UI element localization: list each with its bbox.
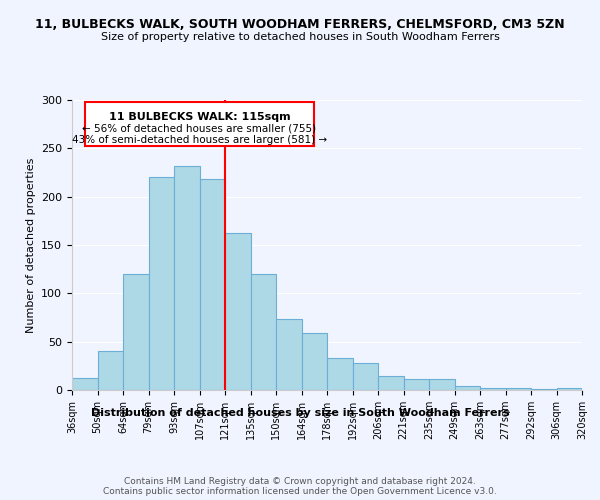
Text: Contains public sector information licensed under the Open Government Licence v3: Contains public sector information licen… (103, 488, 497, 496)
Bar (429, 380, 455, 390)
Text: Size of property relative to detached houses in South Woodham Ferrers: Size of property relative to detached ho… (101, 32, 499, 42)
Bar (455, 386, 480, 390)
Text: ← 56% of detached houses are smaller (755): ← 56% of detached houses are smaller (75… (82, 123, 317, 133)
Bar (251, 274, 276, 390)
Bar (174, 166, 199, 390)
Bar (378, 376, 404, 390)
Y-axis label: Number of detached properties: Number of detached properties (26, 158, 35, 332)
Bar (225, 234, 251, 390)
Bar (302, 333, 327, 390)
Text: 43% of semi-detached houses are larger (581) →: 43% of semi-detached houses are larger (… (72, 135, 327, 145)
Bar (480, 388, 505, 390)
Bar (123, 274, 149, 390)
Bar (505, 388, 531, 390)
Bar (276, 320, 302, 390)
Bar (353, 363, 378, 390)
Bar (97, 352, 123, 390)
Bar (199, 180, 225, 390)
Bar (72, 378, 97, 390)
Text: Contains HM Land Registry data © Crown copyright and database right 2024.: Contains HM Land Registry data © Crown c… (124, 478, 476, 486)
Bar (327, 358, 353, 390)
FancyBboxPatch shape (85, 102, 314, 146)
Bar (404, 380, 429, 390)
Bar (149, 178, 174, 390)
Bar (531, 389, 557, 390)
Text: 11 BULBECKS WALK: 115sqm: 11 BULBECKS WALK: 115sqm (109, 112, 290, 122)
Text: 11, BULBECKS WALK, SOUTH WOODHAM FERRERS, CHELMSFORD, CM3 5ZN: 11, BULBECKS WALK, SOUTH WOODHAM FERRERS… (35, 18, 565, 30)
Text: Distribution of detached houses by size in South Woodham Ferrers: Distribution of detached houses by size … (91, 408, 509, 418)
Bar (557, 388, 582, 390)
